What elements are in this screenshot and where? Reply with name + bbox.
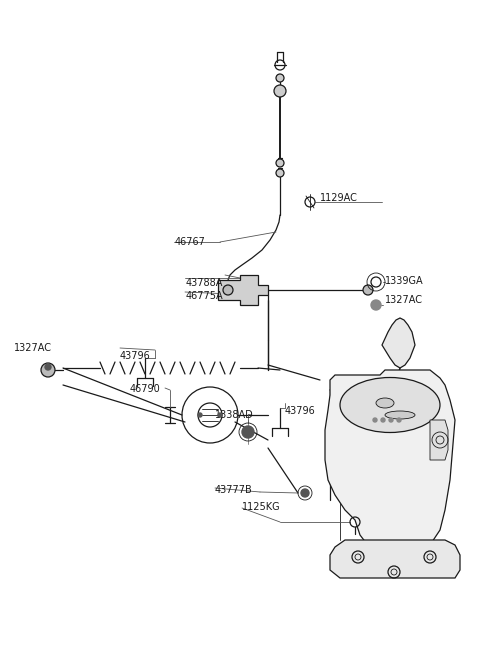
Circle shape — [218, 413, 222, 417]
Circle shape — [371, 300, 381, 310]
Circle shape — [242, 426, 254, 438]
Circle shape — [198, 413, 202, 417]
Circle shape — [381, 418, 385, 422]
Circle shape — [223, 285, 233, 295]
Text: 1125KG: 1125KG — [242, 502, 281, 512]
Circle shape — [301, 489, 309, 497]
Text: 1339GA: 1339GA — [385, 276, 424, 286]
Circle shape — [373, 418, 377, 422]
Text: 1129AC: 1129AC — [320, 193, 358, 203]
Circle shape — [276, 159, 284, 167]
Ellipse shape — [340, 377, 440, 432]
Polygon shape — [218, 275, 268, 305]
Circle shape — [41, 363, 55, 377]
Text: 46767: 46767 — [175, 237, 206, 247]
Ellipse shape — [385, 411, 415, 419]
Text: 1327AC: 1327AC — [14, 343, 52, 353]
Text: 1338AD: 1338AD — [215, 410, 254, 420]
Circle shape — [389, 418, 393, 422]
Polygon shape — [330, 540, 460, 578]
Polygon shape — [325, 370, 455, 558]
Circle shape — [45, 364, 51, 370]
Text: 46790: 46790 — [130, 384, 161, 394]
Polygon shape — [382, 318, 415, 368]
Circle shape — [363, 285, 373, 295]
Circle shape — [397, 418, 401, 422]
Ellipse shape — [376, 398, 394, 408]
Text: 43788A: 43788A — [186, 278, 223, 288]
Text: 43796: 43796 — [120, 351, 151, 361]
Circle shape — [276, 169, 284, 177]
Text: 43777B: 43777B — [215, 485, 253, 495]
Text: 1327AC: 1327AC — [385, 295, 423, 305]
Circle shape — [274, 85, 286, 97]
Text: 46775A: 46775A — [186, 291, 224, 301]
Text: 43796: 43796 — [285, 406, 316, 416]
Polygon shape — [430, 420, 448, 460]
Circle shape — [276, 74, 284, 82]
